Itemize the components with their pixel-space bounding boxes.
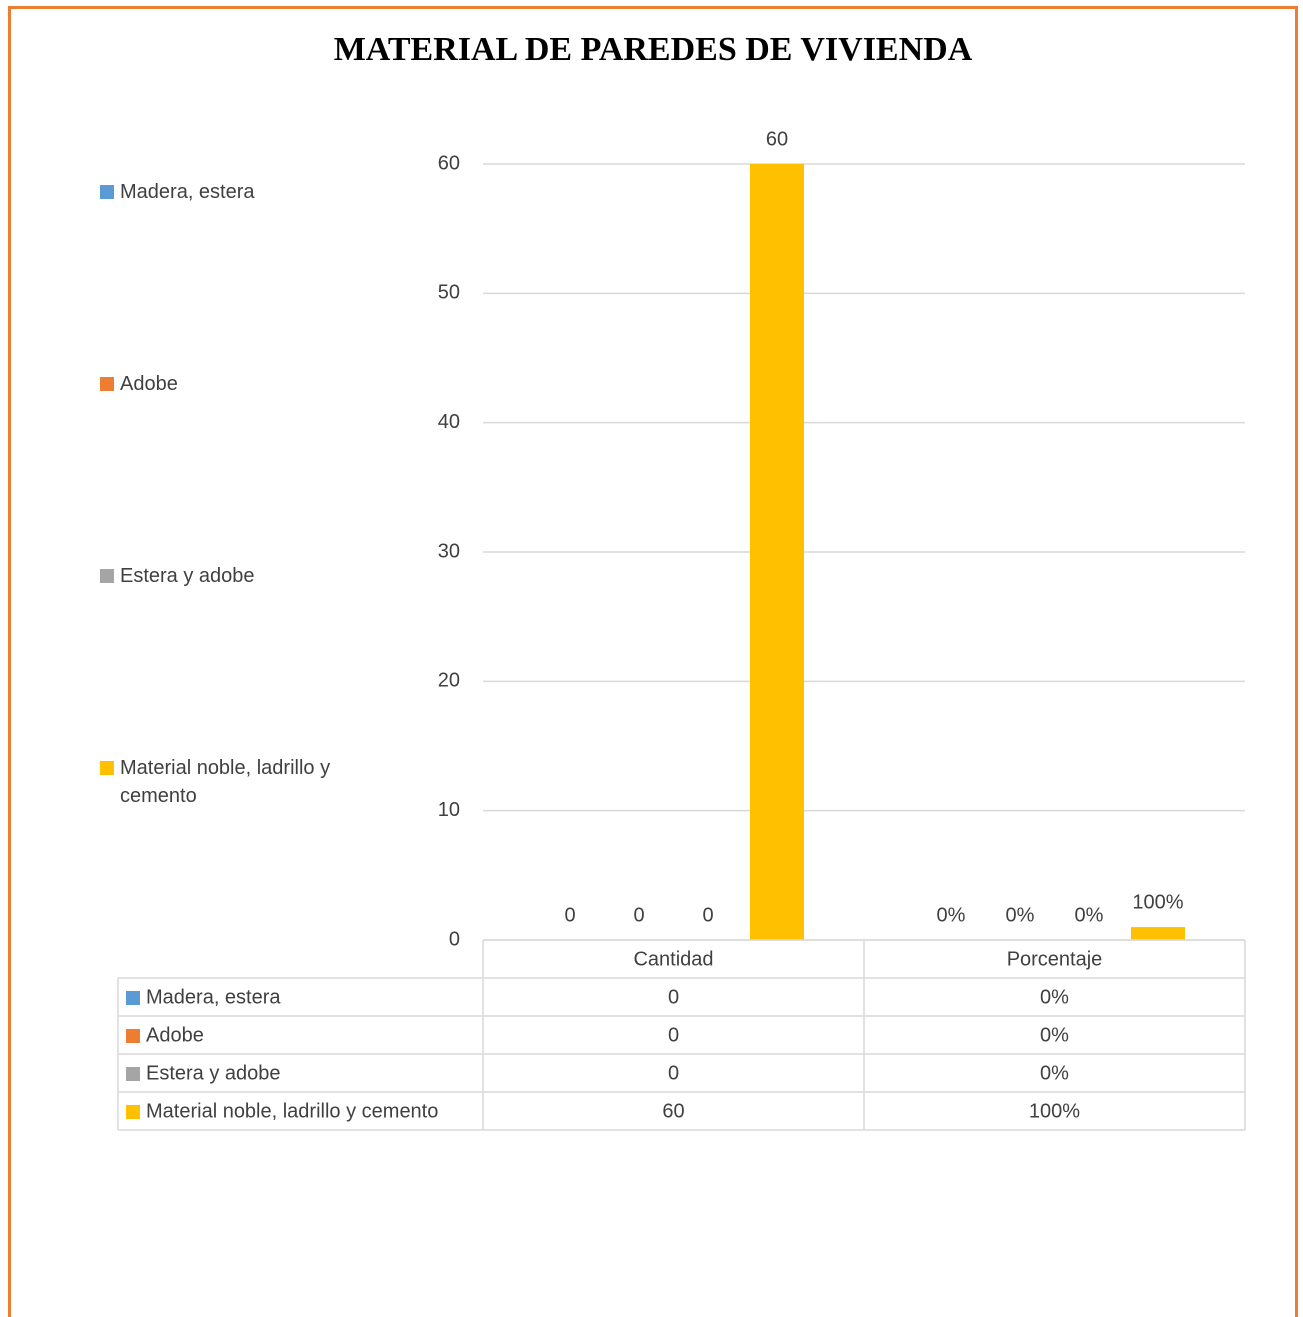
legend-label: Material noble, ladrillo y cemento [120, 757, 331, 807]
table-row-label: Material noble, ladrillo y cemento [146, 1100, 438, 1122]
data-label: 0 [564, 904, 575, 926]
legend-swatch [100, 377, 114, 391]
table-cell: 100% [1029, 1100, 1080, 1122]
table-cell: 60 [662, 1100, 684, 1122]
legend-item: Adobe [100, 370, 390, 398]
legend-label: Adobe [120, 373, 178, 395]
legend-swatch [100, 569, 114, 583]
y-tick-label: 20 [438, 670, 460, 692]
y-tick-label: 0 [449, 928, 460, 950]
legend-label: Estera y adobe [120, 565, 255, 587]
table-cell: 0 [668, 986, 679, 1008]
y-tick-label: 50 [438, 282, 460, 304]
data-label: 100% [1132, 891, 1183, 913]
legend-item: Madera, estera [100, 178, 390, 206]
table-legend-swatch [126, 1029, 140, 1043]
legend-item: Material noble, ladrillo y cemento [100, 754, 390, 810]
legend-label: Madera, estera [120, 181, 255, 203]
data-label: 0% [1075, 904, 1104, 926]
data-label: 0% [937, 904, 966, 926]
data-label: 60 [766, 128, 788, 150]
table-cell: 0% [1040, 1024, 1069, 1046]
table-row-label: Estera y adobe [146, 1062, 281, 1084]
legend-swatch [100, 185, 114, 199]
bar [750, 164, 804, 940]
frame [8, 6, 1298, 1317]
y-tick-label: 10 [438, 799, 460, 821]
table-cell: 0 [668, 1024, 679, 1046]
table-cell: 0% [1040, 986, 1069, 1008]
legend-item: Estera y adobe [100, 562, 390, 590]
table-cell: 0 [668, 1062, 679, 1084]
y-tick-label: 60 [438, 152, 460, 174]
bar [1131, 927, 1185, 940]
table-cell: 0% [1040, 1062, 1069, 1084]
y-tick-label: 40 [438, 411, 460, 433]
chart-title: MATERIAL DE PAREDES DE VIVIENDA [334, 31, 973, 68]
data-label: 0% [1006, 904, 1035, 926]
table-legend-swatch [126, 1067, 140, 1081]
table-legend-swatch [126, 991, 140, 1005]
y-tick-label: 30 [438, 540, 460, 562]
x-tick-label: Porcentaje [1007, 948, 1103, 970]
data-label: 0 [702, 904, 713, 926]
x-tick-label: Cantidad [633, 948, 713, 970]
data-label: 0 [633, 904, 644, 926]
legend-swatch [100, 761, 114, 775]
table-legend-swatch [126, 1105, 140, 1119]
table-row-label: Adobe [146, 1024, 204, 1046]
table-row-label: Madera, estera [146, 986, 281, 1008]
